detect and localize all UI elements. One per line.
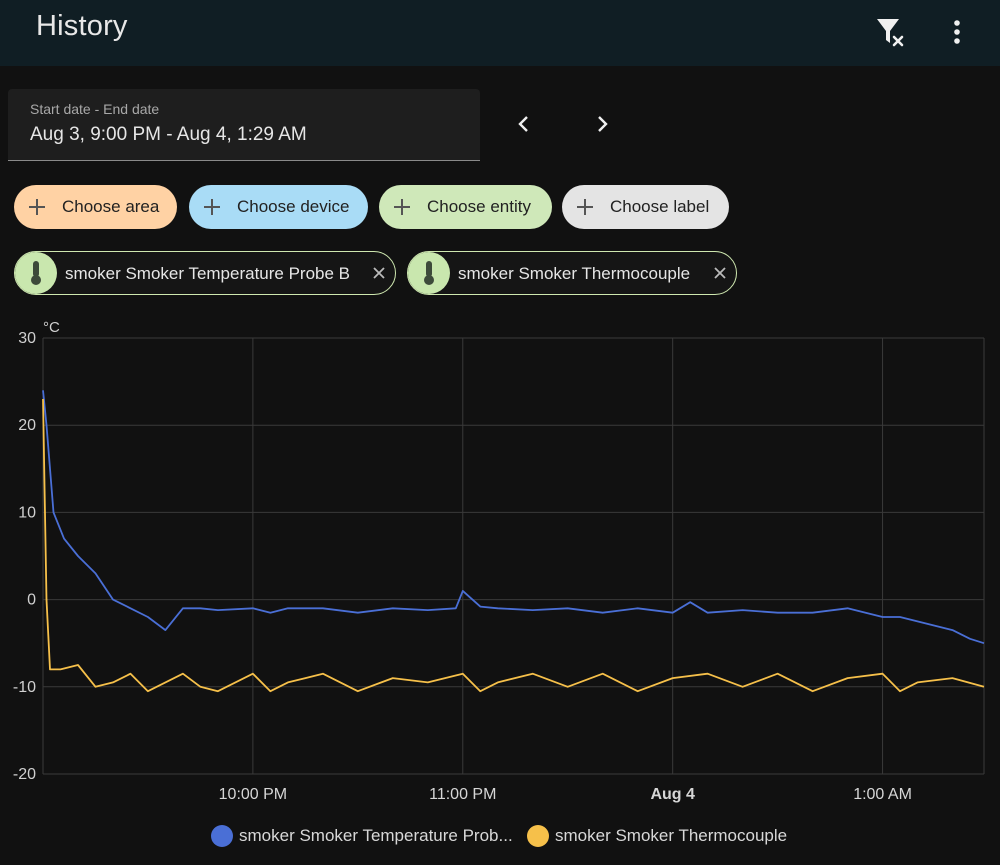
choose-area-chip[interactable]: Choose area	[14, 185, 177, 229]
series-line-0[interactable]	[42, 390, 985, 645]
y-tick-label: 30	[18, 330, 36, 347]
chart-series	[42, 390, 985, 693]
y-tick-label: -10	[13, 679, 36, 696]
legend-item-thermocouple[interactable]: smoker Smoker Thermocouple	[527, 822, 787, 850]
dots-vertical-icon	[954, 20, 960, 44]
next-period-button[interactable]	[578, 100, 626, 148]
series-line-1[interactable]	[42, 398, 985, 693]
legend-dot	[211, 825, 233, 847]
x-tick-label: 10:00 PM	[219, 786, 287, 803]
thermometer-icon	[408, 252, 450, 294]
y-tick-label: 20	[18, 417, 36, 434]
entity-name: smoker Smoker Thermocouple	[458, 264, 691, 283]
y-tick-label: 10	[18, 504, 36, 521]
choose-entity-label: Choose entity	[427, 197, 531, 216]
x-tick-label: Aug 4	[650, 786, 695, 803]
previous-period-button[interactable]	[500, 100, 548, 148]
chevron-left-icon	[518, 116, 528, 132]
choose-area-label: Choose area	[62, 197, 160, 216]
choose-device-label: Choose device	[237, 197, 350, 216]
clear-filters-button[interactable]	[866, 8, 914, 56]
date-range-picker[interactable]: Start date - End date Aug 3, 9:00 PM - A…	[8, 89, 480, 161]
remove-entity-icon[interactable]	[369, 263, 389, 283]
thermometer-icon	[15, 252, 57, 294]
choose-label-label: Choose label	[610, 197, 710, 216]
page-title: History	[36, 10, 128, 42]
choose-entity-chip[interactable]: Choose entity	[379, 185, 552, 229]
chart-grid	[42, 337, 985, 775]
y-tick-label: -20	[13, 766, 36, 783]
plus-icon	[204, 199, 220, 215]
selected-entity-chip[interactable]: smoker Smoker Thermocouple	[407, 251, 737, 295]
filter-remove-icon	[877, 19, 904, 47]
history-line-chart[interactable]: 30 20 10 0 -10 -20 10:00 PM 11:00 PM Aug 4 1:00 …	[0, 310, 1000, 810]
y-tick-label: 0	[27, 592, 36, 609]
x-tick-label: 11:00 PM	[429, 786, 496, 803]
selected-entity-chip[interactable]: smoker Smoker Temperature Probe B	[14, 251, 396, 295]
x-tick-label: 1:00 AM	[853, 786, 912, 803]
date-range-label: Start date - End date	[30, 101, 160, 117]
legend-item-probe[interactable]: smoker Smoker Temperature Prob...	[211, 822, 513, 850]
choose-device-chip[interactable]: Choose device	[189, 185, 368, 229]
y-axis-ticks: 30 20 10 0 -10 -20	[13, 330, 36, 783]
legend-label: smoker Smoker Thermocouple	[555, 826, 788, 845]
legend-dot	[527, 825, 549, 847]
remove-entity-icon[interactable]	[710, 263, 730, 283]
chevron-right-icon	[598, 116, 608, 132]
choose-label-chip[interactable]: Choose label	[562, 185, 729, 229]
y-axis-unit: °C	[43, 319, 60, 336]
x-axis-ticks: 10:00 PM 11:00 PM Aug 4 1:00 AM	[219, 786, 912, 803]
entity-name: smoker Smoker Temperature Probe B	[65, 264, 351, 283]
plus-icon	[577, 199, 593, 215]
date-range-value: Aug 3, 9:00 PM - Aug 4, 1:29 AM	[30, 124, 307, 145]
plus-icon	[29, 199, 45, 215]
legend-label: smoker Smoker Temperature Prob...	[239, 826, 513, 845]
plus-icon	[394, 199, 410, 215]
top-app-bar: History	[0, 0, 1000, 66]
more-options-button[interactable]	[933, 8, 981, 56]
